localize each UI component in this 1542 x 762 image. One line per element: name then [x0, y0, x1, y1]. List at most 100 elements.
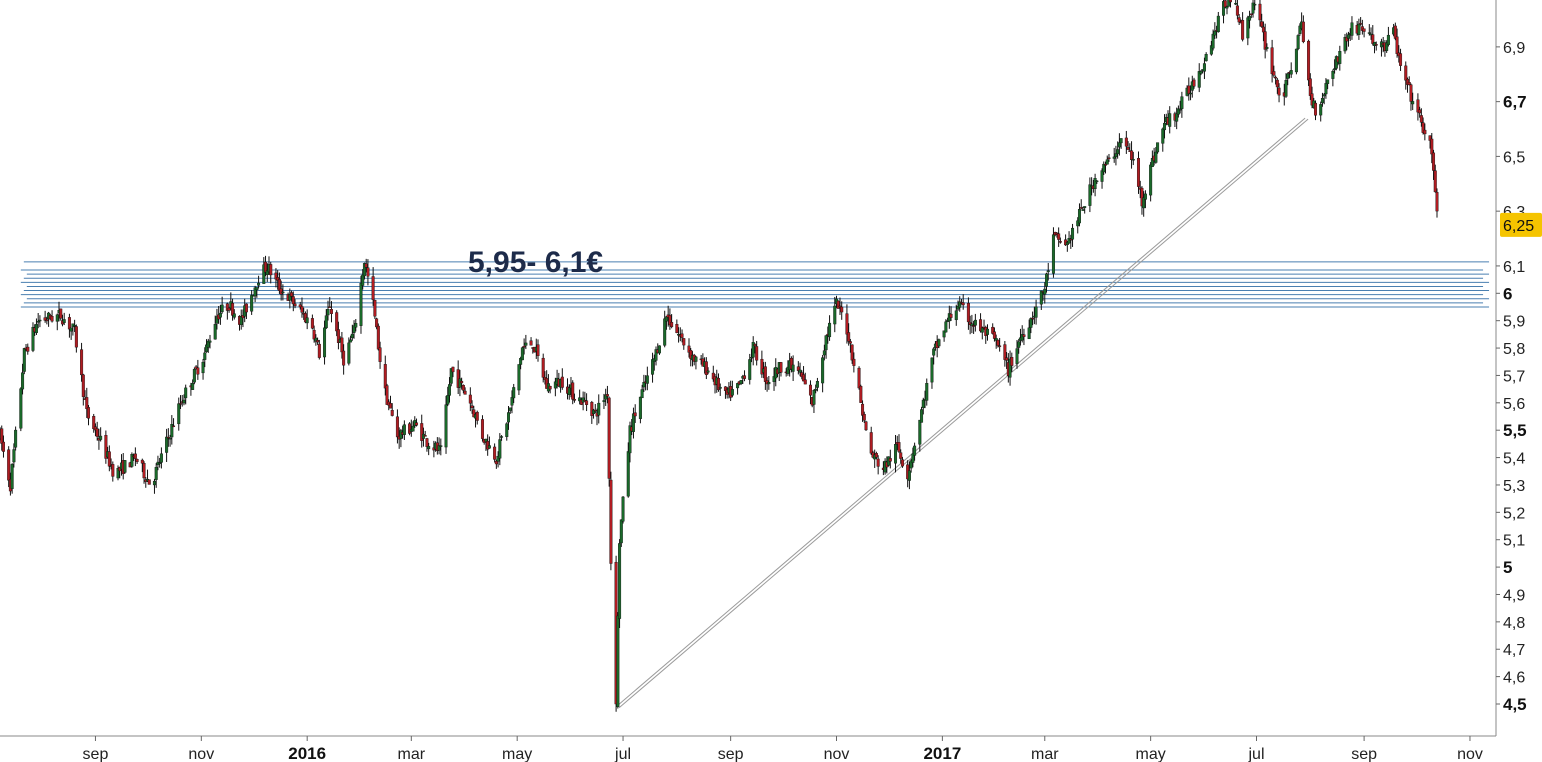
candle [1409, 83, 1413, 111]
candle [7, 446, 11, 488]
candle-body-up [937, 339, 941, 347]
candle [970, 314, 974, 334]
candle-body-down [845, 313, 849, 335]
candle-body-up [621, 496, 625, 522]
candle [1258, 0, 1262, 27]
candle [1223, 0, 1227, 9]
candle-body-up [1077, 209, 1081, 224]
candle-body-down [572, 398, 576, 401]
candle-body-down [316, 340, 320, 343]
candle-body-up [517, 364, 521, 391]
candle-body-up [1346, 34, 1350, 39]
candle-body-down [1005, 357, 1009, 361]
candle [31, 322, 35, 353]
candle-body-up [184, 387, 188, 399]
candle-body-down [670, 322, 674, 328]
candle [954, 304, 958, 326]
candle-body-down [135, 459, 139, 462]
candle [480, 415, 484, 442]
candle [808, 380, 812, 405]
candle-body-up [1326, 79, 1330, 84]
trendline-upper [615, 117, 1306, 708]
candle-body-down [1130, 150, 1134, 161]
candle [861, 400, 865, 422]
candle [1015, 340, 1019, 369]
candle [310, 314, 314, 330]
candle-body-down [388, 403, 392, 409]
candle-body-up [324, 315, 328, 329]
candle [1192, 77, 1196, 89]
candle-body-up [798, 369, 802, 373]
candle-body-down [1263, 31, 1267, 50]
x-tick-label: nov [188, 746, 214, 762]
candle [536, 339, 540, 362]
candle-body-down [1187, 85, 1191, 94]
candle [609, 471, 613, 571]
candle-body-up [657, 345, 661, 354]
candle [852, 352, 856, 373]
candle-body-up [99, 435, 103, 440]
candle [1374, 41, 1378, 51]
candle-body-down [269, 264, 273, 276]
candle-body-down [633, 412, 637, 417]
candle [821, 355, 825, 393]
candle [1093, 173, 1097, 197]
candle-body-up [631, 413, 635, 432]
candle-body-up [1338, 51, 1342, 64]
candle [26, 343, 30, 355]
candle [34, 318, 38, 336]
candle [81, 373, 85, 406]
candle-body-up [833, 305, 837, 325]
candle-body-up [154, 467, 158, 480]
candle-body-down [1409, 84, 1413, 102]
candle [1100, 168, 1104, 189]
candle [1241, 12, 1245, 42]
candle [1423, 123, 1427, 141]
candle-body-down [808, 384, 812, 396]
candle [192, 367, 196, 385]
candle-body-down [859, 386, 863, 403]
x-tick-label: mar [1031, 746, 1059, 762]
candle [463, 387, 467, 395]
candle [1411, 92, 1415, 111]
candle [1350, 16, 1354, 40]
candle-body-up [812, 390, 816, 405]
candle [704, 357, 708, 380]
candle-body-up [402, 424, 406, 435]
candle [857, 366, 861, 390]
candle-body-up [814, 388, 818, 391]
candle-body-up [1116, 149, 1120, 154]
candle [172, 418, 176, 428]
candle-body-down [585, 400, 589, 405]
candle [1399, 48, 1403, 71]
candle [897, 434, 901, 454]
candle [1432, 149, 1436, 180]
candle [1371, 25, 1375, 46]
candle [876, 455, 880, 475]
candle-body-down [1104, 164, 1108, 166]
candle-body-down [949, 313, 953, 318]
candle [736, 382, 740, 395]
candle-body-down [87, 407, 91, 419]
candle-body-up [10, 464, 14, 489]
candle-body-down [1423, 129, 1427, 135]
candle-body-up [19, 388, 23, 429]
candle-body-down [548, 385, 552, 390]
candle [1386, 26, 1390, 47]
candle-body-up [232, 313, 236, 318]
candle-body-up [1168, 113, 1172, 127]
candle [170, 415, 174, 445]
candle [920, 406, 924, 423]
candle-body-up [203, 352, 207, 360]
candle [907, 461, 911, 490]
candle [812, 389, 816, 414]
candle [680, 329, 684, 343]
candle [326, 300, 330, 321]
candle-body-down [992, 331, 996, 339]
candle-body-up [1199, 71, 1203, 74]
candle-body-up [55, 314, 59, 322]
candle-body-up [1131, 159, 1135, 161]
x-tick-label: nov [824, 746, 850, 762]
candle-body-down [26, 346, 30, 352]
candle [411, 421, 415, 432]
